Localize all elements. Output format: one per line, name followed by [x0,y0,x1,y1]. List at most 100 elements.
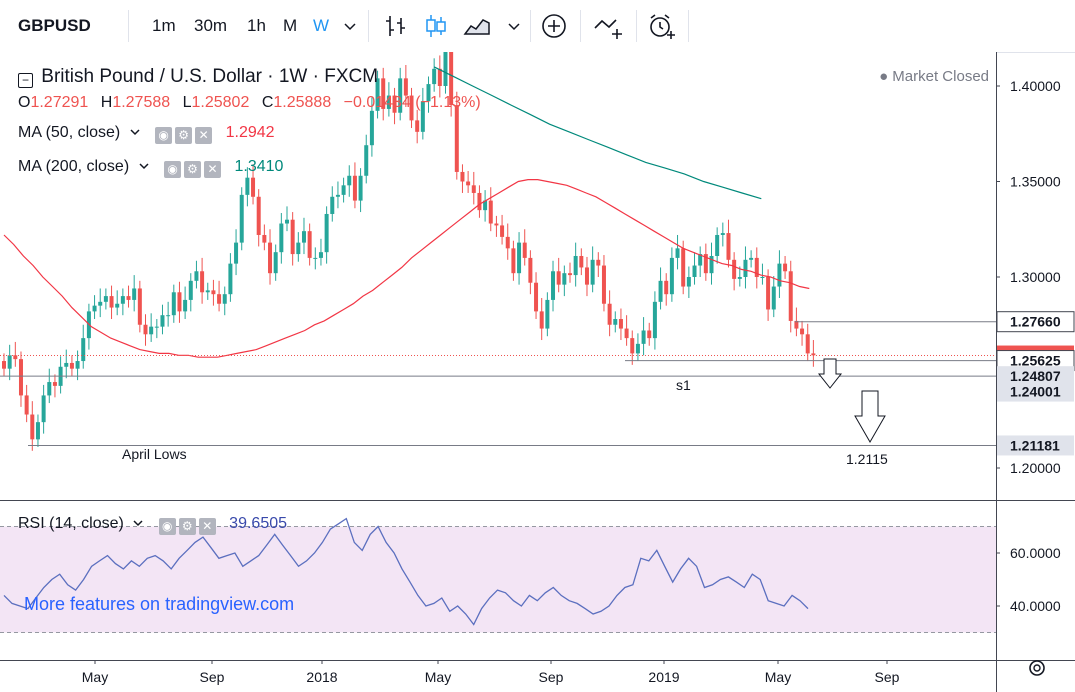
candle-body [313,257,318,259]
legend-title-row: − British Pound / U.S. Dollar · 1W · FXC… [18,66,378,88]
candle-body [149,326,154,335]
rsi-band [0,526,996,633]
candle-body [426,84,431,102]
candle-body [811,353,816,356]
candle-body [568,273,572,276]
compare-icon[interactable] [592,12,626,40]
candle-body [454,105,459,172]
eye-icon[interactable]: ◉ [155,127,173,144]
close-icon[interactable]: ✕ [198,518,216,535]
candle-body [154,326,159,328]
ohlc-low-label: L [182,94,192,111]
candle-body [500,225,505,237]
candles-icon[interactable] [422,12,450,40]
candle-body [749,257,754,260]
candle-body [783,263,788,272]
alert-icon[interactable] [646,12,678,40]
promo-link[interactable]: More features on tradingview.com [24,594,295,614]
candle-body [30,414,35,440]
chevron-down-icon[interactable] [138,161,150,171]
interval-w-button[interactable]: W [313,16,330,35]
area-style-icon[interactable] [462,12,492,40]
rsi-tick-label: 40.0000 [1010,598,1061,614]
candle-body [698,254,703,266]
time-tick-label: May [82,669,108,685]
candle-body [217,294,222,304]
candle-body [505,236,510,249]
candle-body [256,196,261,235]
ohlc-low: 1.25802 [191,94,250,111]
eye-icon[interactable]: ◉ [158,518,176,535]
ma50-label: MA (50, close) [18,124,121,141]
candle-body [120,296,125,304]
chevron-down-icon[interactable] [342,12,358,40]
eye-icon[interactable]: ◉ [164,161,182,178]
price-tick-label: 1.35000 [1010,174,1061,190]
candle-body [596,259,601,266]
candle-body [460,171,465,182]
candle-body [41,395,46,423]
candle-body [194,271,199,281]
candle-body [386,95,391,109]
candle-body [143,324,148,335]
ma50-legend[interactable]: MA (50, close) ◉ ⚙ ✕ 1.2942 [18,124,275,144]
symbol-search-button[interactable]: GBPUSD [18,16,91,35]
candle-body [635,343,640,354]
candle-body [432,68,437,85]
level-price-label: 1.21181 [1010,437,1060,453]
candle-body [47,382,52,396]
target-annotation: 1.2115 [846,451,888,467]
candle-body [69,362,74,369]
candle-body [477,192,482,211]
candle-body [737,277,742,279]
candle-body [205,290,210,293]
toolbar-divider [636,10,637,42]
chevron-down-icon[interactable] [132,518,144,528]
interval-m-button[interactable]: M [283,16,298,35]
gear-icon[interactable]: ⚙ [175,127,193,144]
time-tick-label: Sep [200,669,225,685]
candle-body [420,101,425,132]
candle-body [545,299,550,329]
candle-body [647,330,652,339]
rsi-legend[interactable]: RSI (14, close) ◉ ⚙ ✕ 39.6505 [18,515,287,535]
candle-body [777,263,782,287]
interval-30m-button[interactable]: 30m [194,16,228,35]
candle-body [562,273,567,285]
ohlc-open-label: O [18,94,31,111]
candle-body [234,242,239,264]
chevron-down-icon[interactable] [129,127,141,137]
ma200-legend[interactable]: MA (200, close) ◉ ⚙ ✕ 1.3410 [18,158,283,178]
chevron-down-icon[interactable] [506,12,522,40]
interval-1h-button[interactable]: 1h [247,16,266,35]
candle-body [347,175,352,186]
time-tick-label: 2019 [648,669,679,685]
interval-1m-button[interactable]: 1m [152,16,176,35]
price-pane-bg [0,52,996,500]
close-icon[interactable]: ✕ [204,161,222,178]
candle-body [222,294,227,304]
s1-annotation: s1 [676,377,691,393]
candle-body [115,303,120,308]
candle-body [675,248,680,258]
candle-body [579,255,584,268]
ma200-line [433,66,762,200]
candle-body [341,185,346,195]
gear-icon [1029,660,1045,676]
bar-style-icon[interactable] [382,12,410,40]
candle-body [415,120,420,132]
candle-body [239,194,244,243]
close-icon[interactable]: ✕ [195,127,213,144]
collapse-legend-icon[interactable]: − [18,73,33,88]
gear-icon[interactable]: ⚙ [178,518,196,535]
arrow-down-large-icon [854,390,886,444]
candle-body [669,257,674,295]
candle-body [381,78,386,109]
add-indicator-icon[interactable] [540,12,568,40]
candle-body [766,277,771,310]
gear-icon[interactable]: ⚙ [184,161,202,178]
candle-body [7,355,12,369]
rsi-label: RSI (14, close) [18,515,124,532]
candle-body [245,177,250,195]
